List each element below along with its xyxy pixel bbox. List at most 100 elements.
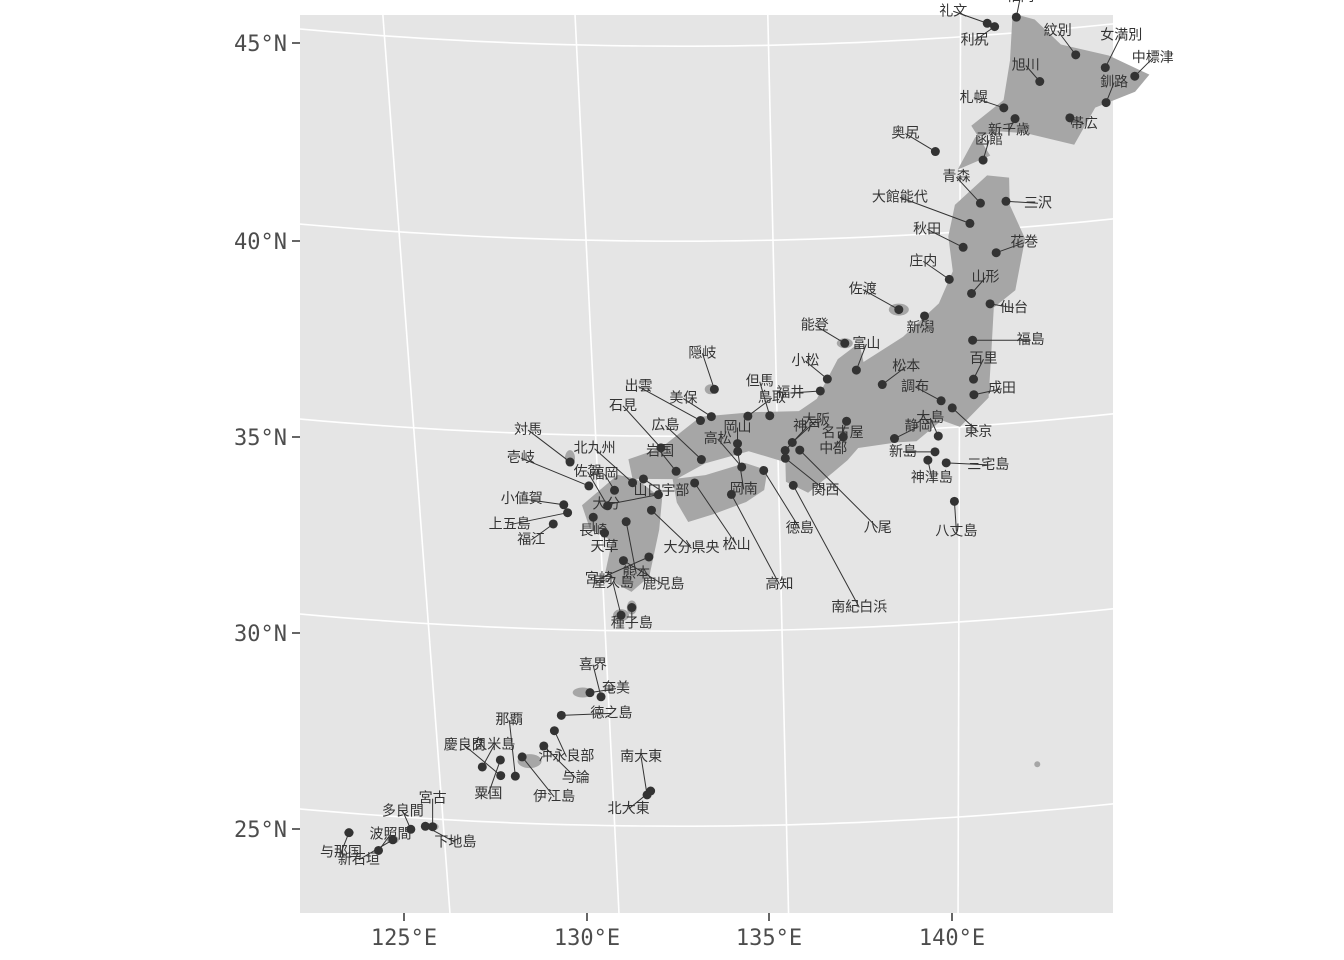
airport-point [975,198,985,208]
leader-line [527,429,571,463]
airport-point [877,380,887,390]
leader-line [926,228,964,248]
airport-label: 礼文 [939,3,967,19]
leader-line [623,560,664,586]
airport-label: 喜界 [579,657,607,673]
airport-point [842,416,852,426]
airport-point [596,692,606,702]
airport-label: 仙台 [1000,300,1028,316]
leader-line [587,471,609,507]
airport-label: 札幌 [960,90,988,106]
airport-point [1100,63,1110,73]
airport-point [726,489,736,499]
leader-line [594,448,633,484]
airport-point [743,411,753,421]
airport-label: 但馬 [746,374,774,390]
leader-line [683,398,712,418]
airport-point [610,485,620,495]
airport-label: 函館 [975,131,1003,148]
airport-label: 松山 [723,537,751,553]
airport-label: 高知 [765,575,793,592]
airport-label: 伊江島 [533,789,575,805]
airport-label: 種子島 [611,616,653,632]
airport-label: 新島 [889,444,917,460]
airport-label: 稚内 [1006,0,1034,5]
airport-point [656,443,666,453]
airport-point [930,447,940,457]
airport-label: 佐渡 [849,282,877,298]
airport-label: 大分 [592,497,620,513]
airport-point [621,517,631,527]
leader-line [640,756,648,795]
airport-point [1065,113,1075,123]
lon-tick-label: 140°E [919,926,985,951]
meridian-line [957,0,962,914]
airport-point [967,288,977,298]
leader-line [953,501,957,532]
airport-label: 中部 [819,441,847,457]
leader-line [899,196,971,224]
airport-point [585,688,595,698]
airport-label: 関西 [811,482,839,498]
airport-point [894,305,904,315]
airport-label: 富山 [852,335,880,352]
airport-point [653,490,663,500]
airport-label: 与那国 [320,845,362,861]
airport-point [944,274,954,284]
airport-point [517,752,527,762]
airport-label: 神津島 [911,470,953,486]
airport-label: 新潟 [907,320,935,336]
airport-point [1001,196,1011,206]
airport-label: 粟国 [474,786,502,802]
airport-point [978,155,988,165]
airport-label: 壱岐 [507,449,535,466]
airport-label: 徳島 [786,520,814,536]
airport-point [1101,98,1111,108]
meridian-line [573,0,621,924]
airport-point [616,610,626,620]
airport-point [477,762,487,772]
leader-line [905,133,936,152]
airport-point [420,821,430,831]
airport-label: 高松 [704,430,732,447]
leader-line [785,457,826,491]
airport-label: 波照間 [370,826,412,842]
airport-point [958,242,968,252]
lat-axis: 45°N 40°N 35°N 30°N 25°N [234,32,300,843]
airport-label: 旭川 [1012,57,1040,73]
airport-label: 秋田 [913,221,941,237]
airport-point [982,18,992,28]
leader-line [1104,35,1122,68]
lat-tick-label: 30°N [234,622,287,647]
airport-point [1130,71,1140,81]
airport-point [709,384,719,394]
leader-line [612,583,622,616]
airport-label: 山口宇部 [633,483,689,499]
leader-line [951,407,979,433]
airport-point [795,445,805,455]
airport-points [344,12,1140,855]
airport-label: 天草 [591,539,619,555]
leader-line [598,556,650,580]
airport-label: 大分県央 [663,540,719,556]
airport-label: 熊本 [622,566,650,582]
lon-tick-label: 135°E [736,926,802,951]
airport-label: 静岡 [904,419,932,435]
airport-point [374,845,384,855]
airport-point [563,508,573,518]
airport-point [588,512,598,522]
airport-point [838,432,848,442]
airport-label: 大阪 [802,413,830,429]
leader-line [881,366,907,385]
airport-label: 帯広 [1070,116,1098,132]
airport-label: 岩国 [646,443,674,459]
airport-label: 岡南 [730,481,758,497]
airport-point [638,474,648,484]
leader-line [592,664,602,697]
airport-point [706,412,716,422]
leader-line [694,482,738,546]
airport-point [947,403,957,413]
airport-label: 福岡 [591,466,619,482]
airport-point [936,396,946,406]
